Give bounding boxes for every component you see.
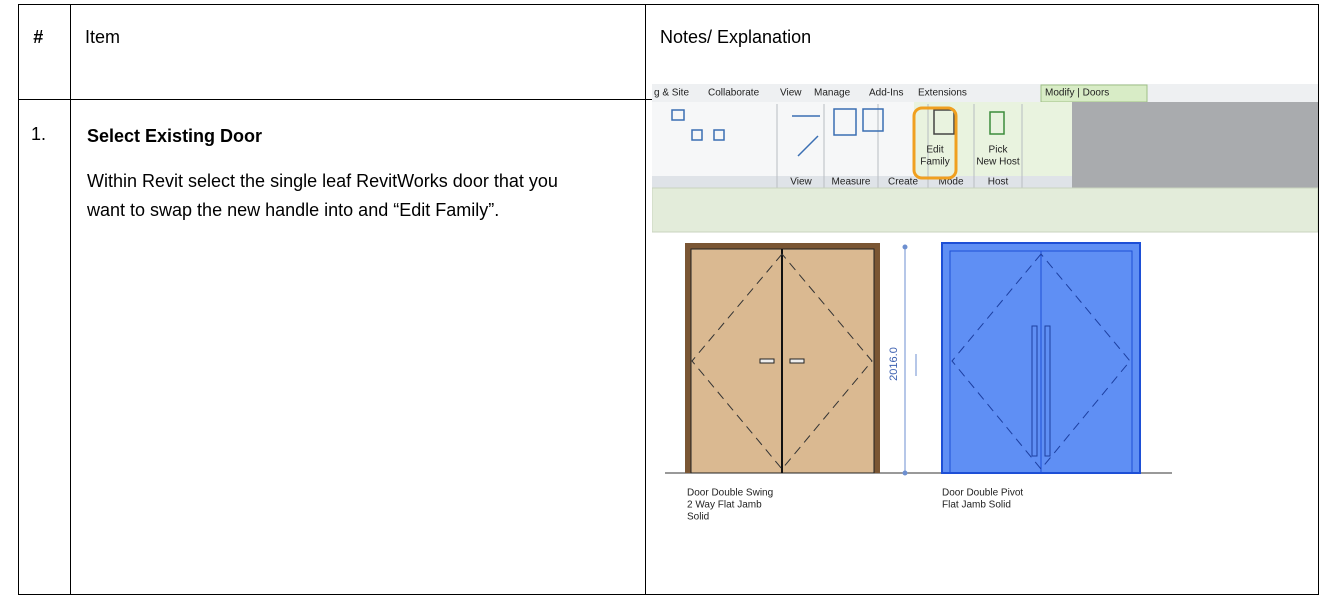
tab: Modify | Doors <box>1045 88 1109 99</box>
group-label: Mode <box>938 177 963 188</box>
door-label: Solid <box>687 512 709 523</box>
door-pivot <box>941 242 1141 474</box>
header-cell: Item <box>70 4 646 100</box>
row-number: 1. <box>18 99 71 595</box>
door-swing <box>685 243 880 474</box>
revit-screenshot: g & Site Collaborate View Manage Add-Ins… <box>652 84 1318 523</box>
page: # Item Notes/ Explanation 1. Select Exis… <box>18 4 1319 595</box>
group-bar <box>652 176 1072 188</box>
door-label: Flat Jamb Solid <box>942 500 1011 511</box>
ribbon-panel-modify <box>914 102 1072 188</box>
tab: Manage <box>814 88 851 99</box>
button-label: New Host <box>976 157 1020 168</box>
item-cell: Select Existing Door Within Revit select… <box>70 99 646 595</box>
tab: Add-Ins <box>869 88 903 99</box>
dimension-text: 2016.0 <box>888 347 900 381</box>
highlight <box>912 106 958 180</box>
dimension <box>902 244 917 476</box>
button-label: Edit <box>926 145 943 156</box>
options-bar <box>652 187 1318 233</box>
group-label: Host <box>988 177 1009 188</box>
item-title: Select Existing Door <box>87 126 263 146</box>
group-label: View <box>790 177 812 188</box>
tab-bar <box>652 84 1318 102</box>
header-cell: # <box>18 4 71 100</box>
door-label: Door Double Pivot <box>942 488 1023 499</box>
ribbon-empty <box>1072 102 1318 188</box>
button-label: Pick <box>989 145 1009 156</box>
tab: g & Site <box>654 88 689 99</box>
door-label: Door Double Swing <box>687 488 773 499</box>
group-label: Measure <box>832 177 871 188</box>
item-text: Within Revit select the single leaf Revi… <box>87 171 558 220</box>
tab: View <box>780 88 802 99</box>
door-label: 2 Way Flat Jamb <box>687 500 762 511</box>
group-dividers <box>776 104 1023 188</box>
ribbon-icons <box>671 108 1005 157</box>
button-label: Family <box>920 157 949 168</box>
tab: Collaborate <box>708 88 760 99</box>
tab: Extensions <box>918 88 967 99</box>
group-label: Create <box>888 177 918 188</box>
